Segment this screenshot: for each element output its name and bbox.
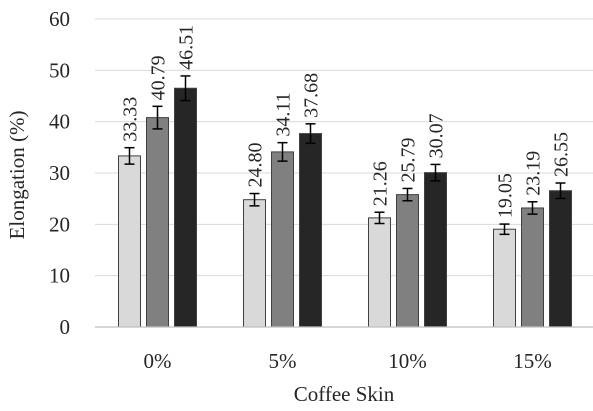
bar	[424, 172, 447, 328]
y-tick-label: 30	[49, 161, 70, 185]
x-tick-label: 5%	[269, 349, 297, 373]
bar	[493, 228, 516, 328]
bar	[299, 133, 322, 328]
error-bars	[124, 75, 566, 236]
data-label: 26.55	[551, 132, 573, 177]
bar	[118, 155, 141, 328]
data-label: 21.26	[370, 161, 392, 206]
bar	[368, 217, 391, 328]
y-tick-label: 60	[49, 7, 70, 31]
x-tick-label: 15%	[513, 349, 552, 373]
data-label: 33.33	[120, 97, 142, 142]
x-tick-label: 0%	[144, 349, 172, 373]
data-label: 37.68	[301, 73, 323, 118]
data-label: 24.80	[245, 143, 267, 188]
bar	[174, 87, 197, 328]
bar	[521, 207, 544, 328]
data-label: 23.19	[523, 151, 545, 196]
y-tick-label: 0	[60, 315, 71, 339]
bar	[396, 194, 419, 328]
data-label: 34.11	[273, 92, 295, 136]
bar	[549, 190, 572, 328]
y-tick-label: 40	[49, 110, 70, 134]
bar	[146, 117, 169, 328]
data-label: 46.51	[176, 25, 198, 70]
data-label: 19.05	[495, 173, 517, 218]
data-label: 25.79	[398, 137, 420, 182]
y-tick-label: 10	[49, 264, 70, 288]
data-label: 30.07	[426, 113, 448, 158]
y-tick-label: 20	[49, 212, 70, 236]
x-tick-label: 10%	[388, 349, 427, 373]
y-axis-title: Elongation (%)	[5, 111, 29, 240]
data-labels: 33.33 40.79 46.51 24.80 34.11 37.68 21.26 25.79…	[120, 25, 573, 218]
bar	[243, 199, 266, 328]
bar	[271, 151, 294, 328]
x-axis-title: Coffee Skin	[294, 382, 395, 406]
gridlines	[95, 18, 593, 277]
data-label: 40.79	[148, 55, 170, 100]
y-tick-label: 50	[49, 58, 70, 82]
bars	[118, 87, 572, 328]
axes: 0 10 20 30 40 50 60 0% 5% 10% 15%	[49, 7, 593, 373]
